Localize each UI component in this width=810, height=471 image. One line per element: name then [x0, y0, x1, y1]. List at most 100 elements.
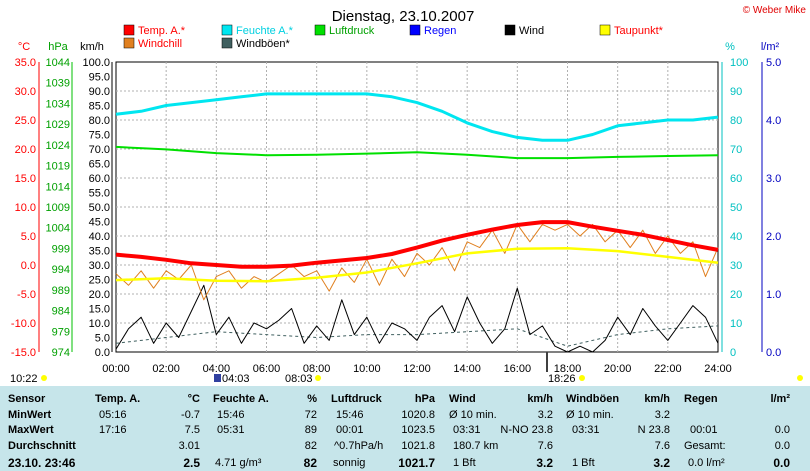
rain-total-value: 0.0: [774, 440, 790, 452]
hum-avg-value: 82: [304, 440, 317, 452]
legend-label: Feuchte A.*: [236, 25, 294, 37]
time-tick-label: 14:00: [453, 363, 481, 375]
marker-line: [546, 352, 548, 372]
pressure-tick-label: 1024: [46, 140, 70, 152]
humidity-tick-label: 70: [730, 144, 742, 156]
rain-max-value: 0.0: [774, 424, 790, 436]
pressure-tick-label: 989: [52, 285, 70, 297]
marker-label-2: 08:03: [285, 373, 313, 385]
rain-tick-label: 4.0: [766, 115, 781, 127]
abs-humidity: 4.71 g/m³: [215, 457, 262, 469]
rain-tick-label: 1.0: [766, 289, 781, 301]
wind-tick-label: 65.0: [89, 159, 110, 171]
wind-tick-label: 90.0: [89, 86, 110, 98]
temp-unit-label: °C: [18, 41, 30, 53]
chart-legend: Temp. A.* Feuchte A.* Luftdruck Regen Wind Ta…: [123, 24, 664, 50]
wind-min-value: 3.2: [537, 409, 553, 421]
temp-tick-label: 15.0: [15, 173, 36, 185]
temp-max-value: 7.5: [184, 424, 200, 436]
sun-icon: [315, 375, 321, 381]
time-tick-label: 00:00: [102, 363, 130, 375]
wind-tick-label: 20.0: [89, 289, 110, 301]
temp-tick-label: 10.0: [15, 202, 36, 214]
rain-tick-label: 2.0: [766, 231, 781, 243]
wind-tick-label: 85.0: [89, 101, 110, 113]
rain-tick-label: 5.0: [766, 57, 781, 69]
pressure-tick-label: 1029: [46, 119, 70, 131]
humidity-tick-label: 50: [730, 202, 742, 214]
gust-min-value: 3.2: [654, 409, 670, 421]
series-line-wind: [115, 284, 719, 353]
temp-tick-label: -10.0: [11, 318, 36, 330]
gust-max-direction: N 23.8: [637, 424, 670, 436]
humidity-tick-label: 100: [730, 57, 748, 69]
row-label-avg: Durchschnitt: [8, 440, 76, 452]
gust-beaufort: 1 Bft: [572, 457, 595, 469]
wind-tick-label: 25.0: [89, 275, 110, 287]
legend-swatch: [409, 24, 421, 36]
chart-title: Dienstag, 23.10.2007: [332, 8, 475, 25]
wind-tick-label: 75.0: [89, 130, 110, 142]
weather-forecast: sonnig: [333, 457, 366, 469]
hum-min-time: 15:46: [217, 409, 245, 421]
hum-min-value: 72: [304, 409, 317, 421]
rain-tick-label: 3.0: [766, 173, 781, 185]
time-tick-label: 10:00: [353, 363, 381, 375]
moon-icon: [214, 374, 221, 382]
series-line-luftdruck: [115, 145, 719, 160]
legend-swatch: [504, 24, 516, 36]
pressure-tick-label: 999: [52, 243, 70, 255]
wind-tick-label: 95.0: [89, 72, 110, 84]
temp-tick-label: 20.0: [15, 144, 36, 156]
wind-tick-label: 70.0: [89, 144, 110, 156]
press-trend: ^0.7hPa/h: [334, 440, 384, 452]
sensor-header: Sensor: [8, 393, 46, 405]
temp-unit: °C: [187, 393, 200, 405]
legend-label: Regen: [424, 25, 456, 37]
wind-min-time: Ø 10 min.: [449, 409, 497, 421]
gust-avg-value: 7.6: [654, 440, 670, 452]
pressure-tick-label: 1004: [46, 223, 70, 235]
legend-swatch: [123, 37, 135, 49]
temp-tick-label: 0.0: [21, 260, 36, 272]
gust-current-value: 3.2: [653, 456, 670, 470]
humidity-tick-label: 60: [730, 173, 742, 185]
wind-unit: km/h: [527, 393, 553, 405]
pressure-header: Luftdruck: [331, 393, 382, 405]
temp-current-value: 2.5: [183, 456, 200, 470]
time-tick-label: 12:00: [403, 363, 431, 375]
temp-tick-label: 5.0: [21, 231, 36, 243]
row-label-min: MinWert: [8, 409, 52, 421]
press-min-time: 15:46: [336, 409, 364, 421]
pressure-tick-label: 1014: [46, 181, 70, 193]
temp-tick-label: 35.0: [15, 57, 36, 69]
pressure-tick-label: 1019: [46, 161, 70, 173]
series-line-temp-a: [115, 220, 719, 269]
legend-swatch: [599, 24, 611, 36]
temp-avg-value: 3.01: [178, 440, 200, 452]
wind-tick-label: 15.0: [89, 304, 110, 316]
time-tick-label: 08:00: [303, 363, 331, 375]
gust-max-time: 03:31: [572, 424, 600, 436]
rain-header: Regen: [684, 393, 718, 405]
hum-current-value: 82: [303, 456, 317, 470]
hum-max-value: 89: [304, 424, 317, 436]
wind-distance: 180.7 km: [453, 440, 499, 452]
time-tick-label: 02:00: [152, 363, 180, 375]
temp-max-time: 17:16: [99, 424, 127, 436]
wind-tick-label: 50.0: [89, 202, 110, 214]
time-tick-label: 24:00: [704, 363, 732, 375]
legend-label: Wind: [519, 25, 544, 37]
row-label-current: 23.10. 23:46: [8, 456, 76, 470]
humidity-tick-label: 30: [730, 260, 742, 272]
legend-label: Temp. A.*: [138, 25, 186, 37]
humidity-tick-label: 20: [730, 289, 742, 301]
wind-unit-label: km/h: [80, 41, 104, 53]
legend-swatch: [221, 37, 233, 49]
gust-min-time: Ø 10 min.: [566, 409, 614, 421]
temp-tick-label: 25.0: [15, 115, 36, 127]
rain-total-label: Gesamt:: [684, 440, 726, 452]
humidity-tick-label: 90: [730, 86, 742, 98]
weather-chart: Dienstag, 23.10.2007 © Weber Mike Temp. …: [10, 5, 806, 385]
gust-header: Windböen: [566, 393, 620, 405]
